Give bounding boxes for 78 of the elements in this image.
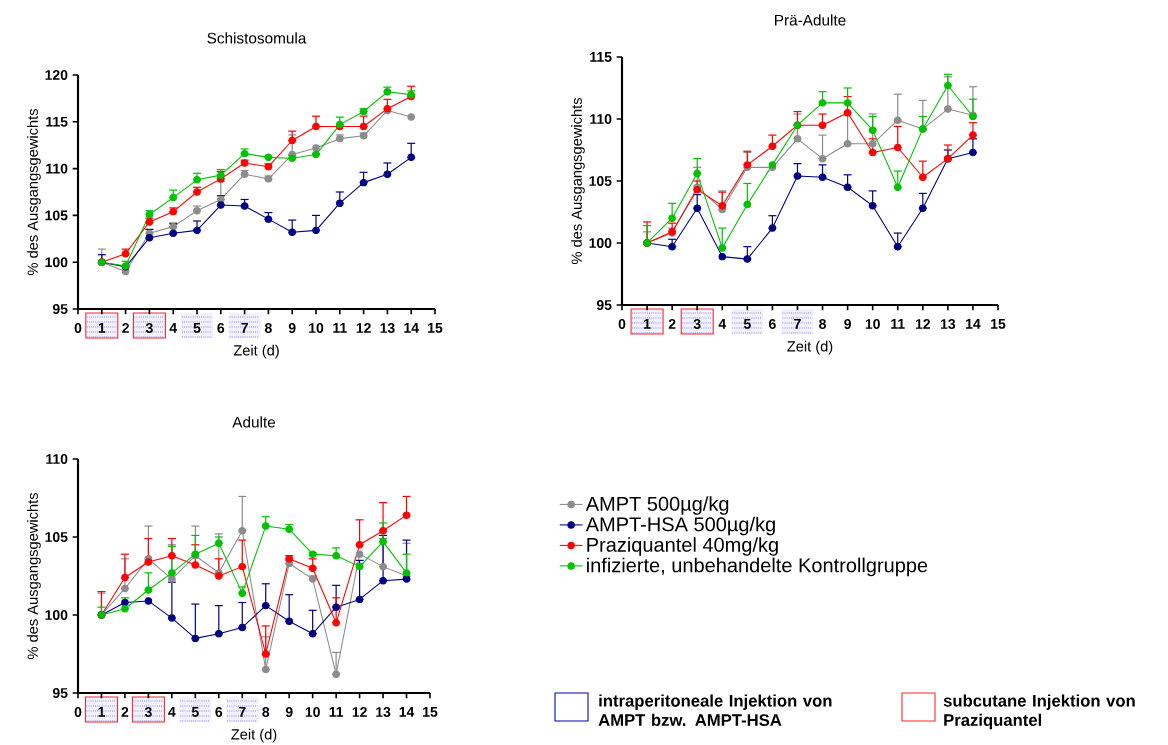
x-axis-title: Zeit (d) xyxy=(233,344,279,359)
y-tick-label: 95 xyxy=(596,300,612,310)
x-tick-label: 12 xyxy=(352,707,367,717)
x-tick-label: 4 xyxy=(718,319,727,329)
x-axis-title: Zeit (d) xyxy=(787,340,833,355)
legend-label: AMPT-HSA 500µg/kg xyxy=(585,516,775,536)
y-tick-label: 115 xyxy=(46,116,68,127)
legend-label: AMPT 500µg/kg xyxy=(585,496,729,515)
x-tick-label: 7 xyxy=(241,323,248,333)
x-tick-label: 12 xyxy=(915,319,931,329)
y-axis-title: % des Ausgangsgewichts xyxy=(27,109,41,276)
x-tick-label: 8 xyxy=(262,707,270,717)
y-axis-title: % des Ausgangsgewichts xyxy=(571,98,585,265)
x-tick-label: 13 xyxy=(376,707,391,717)
x-tick-label: 15 xyxy=(991,319,1006,329)
x-tick-label: 14 xyxy=(966,319,981,329)
y-tick-label: 105 xyxy=(45,532,68,542)
x-tick-label: 11 xyxy=(329,707,344,717)
y-tick-label: 105 xyxy=(589,176,612,186)
x-tick-label: 0 xyxy=(74,707,82,717)
x-tick-label: 11 xyxy=(333,323,347,333)
x-tick-label: 8 xyxy=(819,319,826,329)
chart-title: Adulte xyxy=(232,416,276,428)
x-tick-label: 15 xyxy=(428,323,443,333)
x-tick-label: 2 xyxy=(121,707,129,717)
x-tick-label: 15 xyxy=(423,707,438,717)
y-tick-label: 110 xyxy=(46,163,68,174)
x-tick-label: 7 xyxy=(238,707,246,717)
x-tick-label: 0 xyxy=(74,323,82,333)
x-tick-label: 9 xyxy=(844,319,851,329)
y-tick-label: 110 xyxy=(590,114,612,124)
y-tick-label: 95 xyxy=(52,688,68,698)
x-tick-label: 3 xyxy=(145,323,153,333)
x-tick-label: 10 xyxy=(309,323,324,333)
y-tick-label: 110 xyxy=(46,454,68,464)
x-tick-label: 12 xyxy=(356,323,371,333)
legend-label: Praziquantel 40mg/kg xyxy=(587,537,778,556)
chart-title: Schistosomula xyxy=(207,32,307,44)
x-tick-label: 1 xyxy=(644,319,651,329)
y-tick-label: 120 xyxy=(45,70,68,80)
x-tick-label: 14 xyxy=(399,707,415,717)
x-tick-label: 4 xyxy=(168,707,176,717)
x-tick-label: 3 xyxy=(144,707,152,717)
chart-title: Prä-Adulte xyxy=(775,14,846,26)
legend-label: infizierte, unbehandelte Kontrollgruppe xyxy=(587,557,928,577)
x-tick-label: 11 xyxy=(891,319,905,329)
x-tick-label: 8 xyxy=(264,323,272,333)
y-axis-title: % des Ausgangsgewichts xyxy=(27,492,41,660)
x-tick-label: 9 xyxy=(288,323,296,333)
x-tick-label: 3 xyxy=(693,319,701,329)
x-tick-label: 13 xyxy=(940,319,956,329)
text: subcutane Injektion von Praziquantel xyxy=(943,694,1135,730)
x-tick-label: 7 xyxy=(794,319,801,329)
x-tick-label: 9 xyxy=(285,707,293,717)
x-tick-label: 2 xyxy=(122,323,129,333)
y-tick-label: 105 xyxy=(45,210,68,221)
x-tick-label: 10 xyxy=(305,707,320,717)
x-tick-label: 0 xyxy=(618,319,626,329)
x-tick-label: 5 xyxy=(743,319,751,329)
x-tick-label: 14 xyxy=(404,323,419,333)
y-tick-label: 100 xyxy=(589,238,612,248)
text: intraperitoneale Injektion von AMPT bzw. AMPT-HSA xyxy=(598,694,832,726)
y-tick-label: 100 xyxy=(45,610,68,620)
y-tick-label: 100 xyxy=(45,257,68,268)
y-tick-label: 115 xyxy=(590,52,612,62)
x-tick-label: 10 xyxy=(865,319,880,329)
x-tick-label: 1 xyxy=(98,707,105,717)
x-tick-label: 13 xyxy=(380,323,395,333)
x-tick-label: 6 xyxy=(215,707,223,717)
x-tick-label: 5 xyxy=(193,323,201,333)
x-tick-label: 6 xyxy=(769,319,776,329)
x-axis-title: Zeit (d) xyxy=(231,728,277,743)
x-tick-label: 1 xyxy=(98,323,106,333)
x-tick-label: 5 xyxy=(191,707,199,717)
x-tick-label: 2 xyxy=(668,319,676,329)
x-tick-label: 4 xyxy=(169,323,178,333)
x-tick-label: 6 xyxy=(217,323,225,333)
y-tick-label: 95 xyxy=(52,304,68,314)
